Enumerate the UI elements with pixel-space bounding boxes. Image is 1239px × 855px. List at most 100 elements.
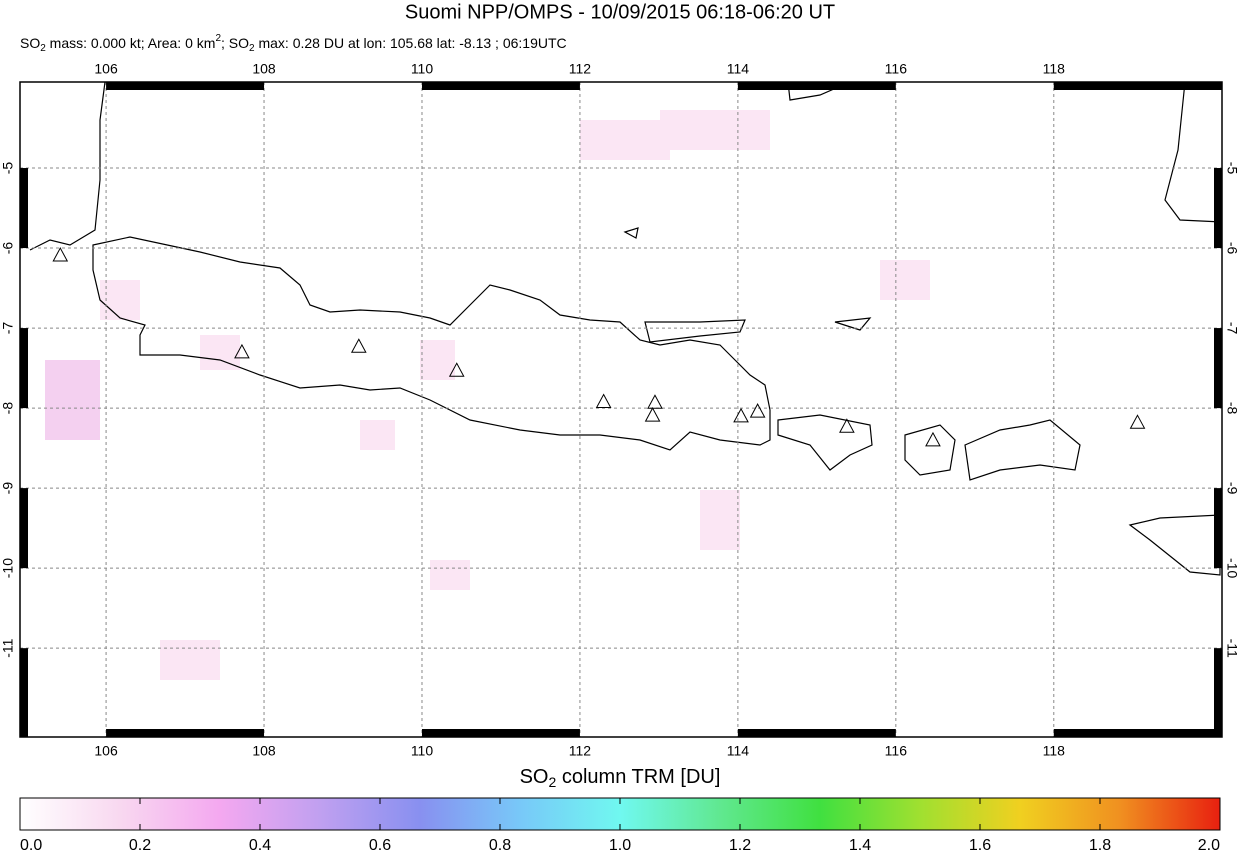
- colorbar-tick-label: 0.8: [489, 837, 511, 854]
- frame-bar: [1214, 328, 1222, 409]
- colorbar-tick-label: 1.8: [1089, 837, 1111, 854]
- coastline: [623, 227, 872, 331]
- patch: [660, 110, 770, 150]
- subtitle-part: 2: [249, 43, 255, 54]
- colorbar-tick-label: 1.4: [849, 837, 871, 854]
- patch: [880, 260, 930, 300]
- y-tick-label: -10: [1224, 558, 1239, 578]
- colorbar-title-part: 2: [549, 774, 557, 790]
- frame-bar: [1214, 168, 1222, 249]
- patch: [45, 360, 100, 440]
- colorbar-tick-label: 1.0: [609, 837, 631, 854]
- subtitle-part: SO: [20, 35, 40, 51]
- y-tick-label: -5: [1224, 162, 1239, 175]
- volcano: [1129, 414, 1146, 429]
- coastline: [29, 81, 106, 251]
- x-tick-label: 118: [1043, 743, 1066, 759]
- y-tick-label: -11: [0, 638, 16, 657]
- patch: [580, 120, 670, 160]
- y-tick-label: -9: [1224, 482, 1239, 495]
- coastline: [964, 419, 1081, 481]
- y-tick-label: -7: [0, 322, 16, 335]
- colorbar-tick-label: 1.2: [729, 837, 751, 854]
- y-tick-label: -8: [1224, 402, 1239, 415]
- patch: [430, 560, 470, 590]
- volcano: [350, 338, 367, 353]
- volcano: [595, 393, 612, 408]
- patch: [160, 640, 220, 680]
- subtitle: SO2 mass: 0.000 kt; Area: 0 km2; SO2 max…: [20, 33, 567, 54]
- frame-bar: [1214, 488, 1222, 569]
- x-tick-label: 106: [94, 61, 118, 77]
- coastline: [644, 319, 746, 343]
- y-tick-label: -5: [0, 162, 16, 175]
- volcano: [733, 407, 749, 423]
- y-tick-label: -10: [0, 558, 16, 578]
- colorbar-title: SO2 column TRM [DU]: [520, 766, 721, 789]
- x-tick-label: 112: [569, 743, 592, 759]
- y-tick-label: -6: [1224, 242, 1239, 255]
- coastline: [777, 414, 873, 471]
- x-tick-label: 108: [252, 743, 276, 759]
- x-tick-label: 118: [1043, 61, 1066, 77]
- frame-bar: [737, 729, 896, 737]
- coastline: [1164, 81, 1223, 223]
- frame-bar: [737, 82, 896, 90]
- frame-bar: [1053, 729, 1222, 737]
- patch: [200, 335, 240, 370]
- patch: [700, 490, 740, 550]
- frame-bar: [106, 82, 265, 90]
- patch: [360, 420, 395, 450]
- colorbar-tick-label: 1.6: [969, 837, 991, 854]
- y-tick-label: -11: [1224, 639, 1239, 658]
- volcano: [448, 362, 465, 377]
- volcano: [749, 403, 766, 418]
- x-tick-label: 110: [411, 743, 434, 759]
- colorbar-tick-label: 0.0: [20, 837, 42, 854]
- x-tick-label: 116: [885, 743, 908, 759]
- x-tick-label: 112: [569, 61, 592, 77]
- frame-bar: [1053, 82, 1222, 90]
- patch: [100, 280, 140, 320]
- so2-patches: [45, 110, 930, 680]
- x-tick-label: 108: [252, 61, 276, 77]
- frame-bar: [421, 729, 580, 737]
- frame-bar: [1214, 648, 1222, 737]
- frame-bar: [20, 648, 28, 737]
- coastline: [1128, 514, 1221, 576]
- y-tick-label: -8: [0, 402, 16, 415]
- patch: [420, 340, 455, 380]
- chart-title: Suomi NPP/OMPS - 10/09/2015 06:18-06:20 …: [405, 1, 835, 23]
- colorbar-tick-label: 0.2: [129, 837, 151, 854]
- frame: [19, 81, 1223, 738]
- y-tick-label: -9: [0, 482, 16, 495]
- volcano: [647, 394, 663, 409]
- volcano: [925, 431, 941, 447]
- frame-bar: [421, 82, 580, 90]
- subtitle-part: ; SO: [221, 35, 249, 51]
- volcano: [234, 343, 250, 359]
- x-tick-label: 114: [727, 743, 750, 759]
- frame-bar: [106, 729, 265, 737]
- colorbar-tick-label: 0.4: [249, 837, 271, 854]
- subtitle-part: max: 0.28 DU at lon: 105.68 lat: -8.13 ;…: [255, 35, 567, 51]
- subtitle-part: 2: [215, 33, 221, 44]
- x-tick-label: 106: [94, 743, 118, 759]
- x-tick-label: 116: [885, 61, 908, 77]
- volcano: [52, 246, 69, 262]
- colorbar-tick-label: 2.0: [1198, 837, 1220, 854]
- frame-bar: [20, 328, 28, 409]
- frame-bar: [20, 168, 28, 249]
- coastlines: [29, 81, 1223, 576]
- subtitle-part: 2: [40, 43, 46, 54]
- colorbar-title-part: SO: [520, 766, 549, 788]
- coastline: [904, 424, 956, 476]
- y-tick-label: -7: [1224, 322, 1239, 335]
- x-tick-label: 110: [411, 61, 434, 77]
- colorbar-tick-label: 0.6: [369, 837, 391, 854]
- coastline: [92, 236, 771, 451]
- x-tick-label: 114: [727, 61, 750, 77]
- volcano: [839, 418, 855, 433]
- colorbar-title-part: column TRM [DU]: [556, 766, 720, 788]
